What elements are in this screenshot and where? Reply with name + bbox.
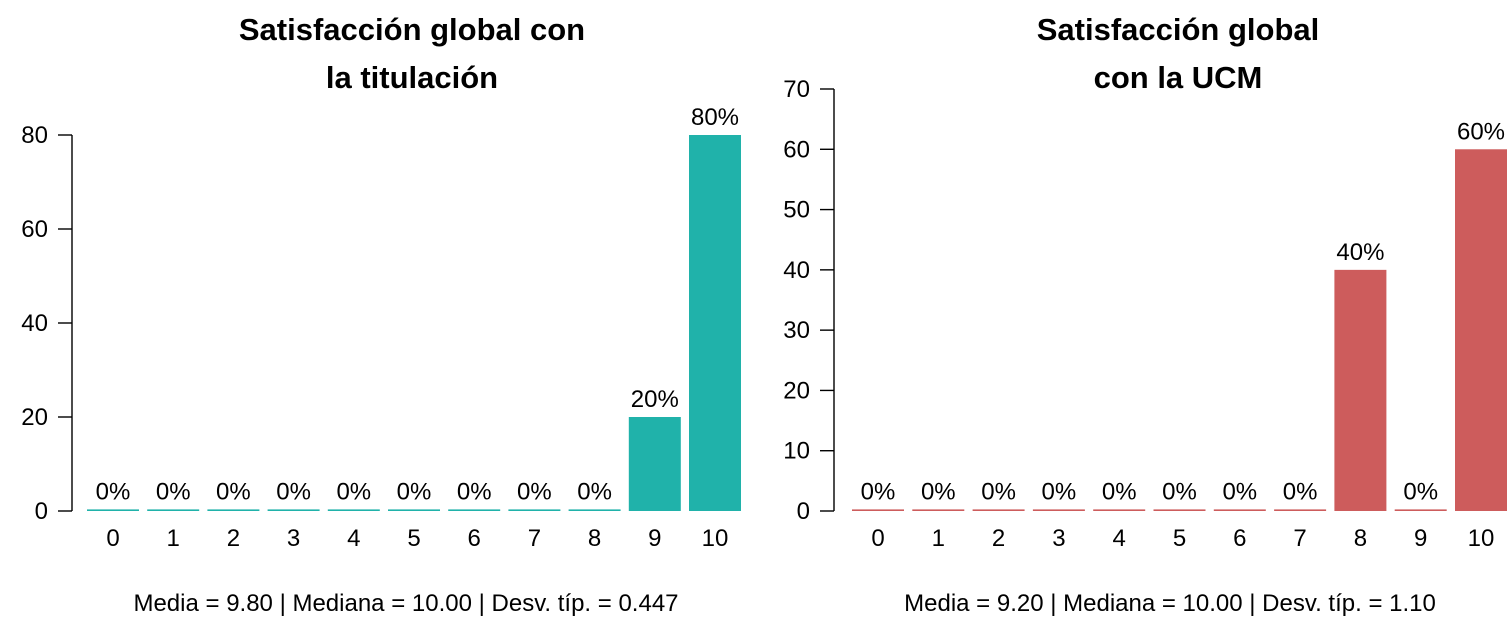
x-tick-label: 10 — [702, 525, 729, 552]
y-tick-label: 20 — [21, 404, 48, 431]
x-tick-label: 4 — [347, 525, 360, 552]
x-tick-label: 5 — [407, 525, 420, 552]
bar-9 — [1394, 509, 1447, 511]
x-tick-label: 1 — [932, 525, 945, 552]
bar-4 — [1093, 509, 1146, 511]
data-label: 40% — [1336, 239, 1384, 266]
data-label: 0% — [1162, 478, 1197, 505]
bar-5 — [388, 509, 440, 511]
x-tick-label: 4 — [1113, 525, 1126, 552]
y-tick-label: 50 — [783, 197, 810, 224]
data-label: 0% — [457, 478, 492, 505]
data-label: 0% — [216, 478, 251, 505]
chart-title-line: Satisfacción global — [1037, 12, 1320, 47]
y-tick-label: 20 — [783, 377, 810, 404]
bar-2 — [972, 509, 1025, 511]
data-label: 0% — [156, 478, 191, 505]
x-tick-label: 2 — [227, 525, 240, 552]
bar-4 — [327, 509, 380, 511]
bar-0 — [87, 509, 139, 511]
x-tick-label: 2 — [992, 525, 1005, 552]
x-tick-label: 6 — [468, 525, 481, 552]
bar-5 — [1153, 509, 1206, 511]
data-label: 80% — [691, 104, 739, 131]
x-tick-label: 8 — [588, 525, 601, 552]
bar-10 — [689, 135, 741, 511]
data-label: 0% — [96, 478, 131, 505]
x-tick-label: 6 — [1233, 525, 1246, 552]
chart-title-line: la titulación — [326, 60, 498, 95]
data-label: 0% — [1042, 478, 1077, 505]
bar-3 — [267, 509, 320, 511]
data-label: 0% — [861, 478, 896, 505]
data-label: 0% — [921, 478, 956, 505]
data-label: 0% — [981, 478, 1016, 505]
data-label: 0% — [276, 478, 311, 505]
y-tick-label: 40 — [783, 257, 810, 284]
y-tick-label: 30 — [783, 317, 810, 344]
data-label: 20% — [631, 386, 679, 413]
data-label: 0% — [577, 478, 612, 505]
data-label: 0% — [336, 478, 371, 505]
y-tick-label: 70 — [783, 76, 810, 103]
bar-1 — [912, 509, 965, 511]
y-tick-label: 10 — [783, 438, 810, 465]
data-label: 0% — [397, 478, 432, 505]
x-tick-label: 5 — [1173, 525, 1186, 552]
stats-summary: Media = 9.80 | Mediana = 10.00 | Desv. t… — [133, 590, 678, 617]
x-tick-label: 9 — [1414, 525, 1427, 552]
data-label: 0% — [1222, 478, 1257, 505]
bar-1 — [147, 509, 200, 511]
bar-6 — [448, 509, 501, 511]
y-tick-label: 80 — [21, 122, 48, 149]
x-tick-label: 8 — [1354, 525, 1367, 552]
x-tick-label: 3 — [1052, 525, 1065, 552]
x-tick-label: 3 — [287, 525, 300, 552]
bar-6 — [1213, 509, 1266, 511]
x-tick-label: 1 — [167, 525, 180, 552]
chart-title-line: con la UCM — [1094, 60, 1263, 95]
y-tick-label: 0 — [797, 498, 810, 525]
data-label: 0% — [1283, 478, 1318, 505]
data-label: 0% — [1102, 478, 1137, 505]
data-label: 60% — [1457, 118, 1505, 145]
y-tick-label: 60 — [21, 216, 48, 243]
bar-8 — [1334, 269, 1387, 511]
x-tick-label: 9 — [648, 525, 661, 552]
bar-8 — [568, 509, 621, 511]
data-label: 0% — [517, 478, 552, 505]
bar-0 — [852, 509, 904, 511]
stats-summary: Media = 9.20 | Mediana = 10.00 | Desv. t… — [904, 590, 1436, 617]
data-label: 0% — [1403, 478, 1438, 505]
chart-title-line: Satisfacción global con — [239, 12, 585, 47]
y-tick-label: 40 — [21, 310, 48, 337]
x-tick-label: 10 — [1468, 525, 1495, 552]
x-tick-label: 0 — [106, 525, 119, 552]
bar-9 — [628, 417, 681, 511]
bar-7 — [1274, 509, 1327, 511]
x-tick-label: 7 — [528, 525, 541, 552]
bar-7 — [508, 509, 561, 511]
y-tick-label: 0 — [35, 498, 48, 525]
x-tick-label: 0 — [871, 525, 884, 552]
bar-2 — [207, 509, 260, 511]
bar-3 — [1032, 509, 1085, 511]
y-tick-label: 60 — [783, 136, 810, 163]
x-tick-label: 7 — [1293, 525, 1306, 552]
bar-10 — [1455, 149, 1507, 512]
